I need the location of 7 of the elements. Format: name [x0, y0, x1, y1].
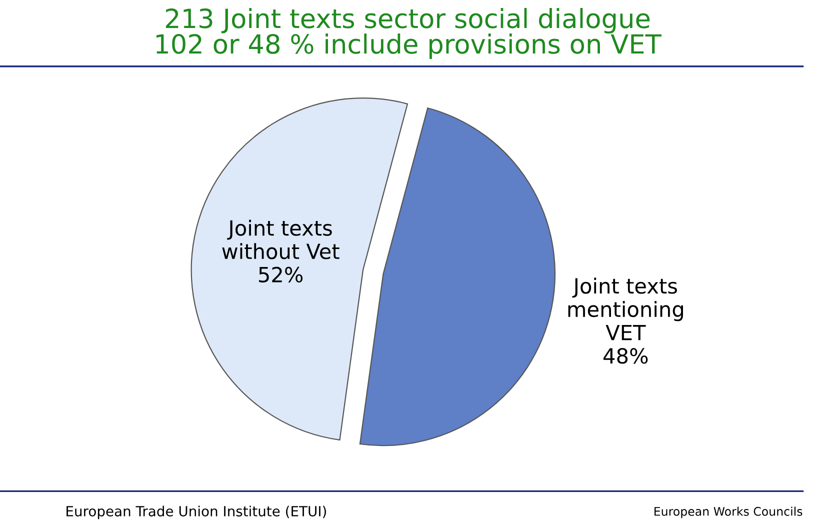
- data-label: 48%: [604, 348, 648, 364]
- chart-title: 213 Joint texts sector social dialogue 102 or 48 % include provisions on VET: [156, 8, 662, 60]
- slice-label: Joint texts mentioning VET: [568, 278, 683, 340]
- text: European Trade Union Institute (ETUI): [66, 506, 326, 520]
- text: European Works Councils: [654, 506, 802, 518]
- data-label: 52%: [259, 266, 303, 283]
- slice-label: Joint texts without Vet: [222, 220, 340, 260]
